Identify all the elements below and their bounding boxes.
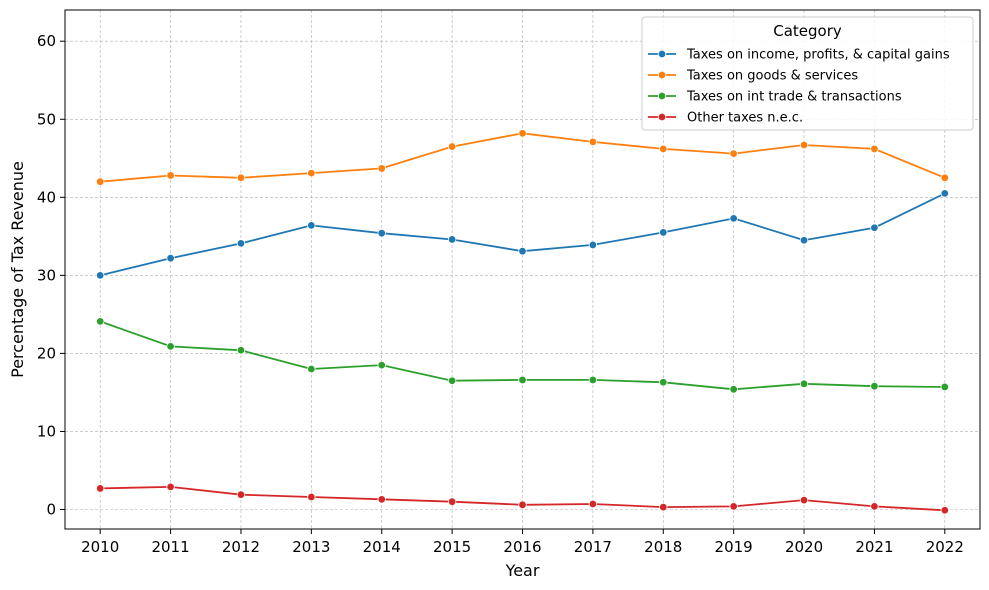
x-tick-label: 2017 <box>574 538 612 556</box>
y-tick-label: 0 <box>46 500 56 518</box>
y-tick-label: 30 <box>37 266 56 284</box>
data-point-taxes-on-goods-services <box>447 142 457 151</box>
y-tick-label: 50 <box>37 110 56 128</box>
data-point-taxes-on-int-trade-transactions <box>870 381 879 391</box>
legend-swatch-marker <box>657 91 667 101</box>
data-point-taxes-on-income-profits-capital-gains <box>166 253 175 263</box>
x-tick-label: 2016 <box>503 538 541 556</box>
legend-label: Other taxes n.e.c. <box>687 111 803 126</box>
data-point-taxes-on-int-trade-transactions <box>307 364 316 374</box>
data-point-taxes-on-int-trade-transactions <box>799 379 809 389</box>
data-point-other-taxes-n-e-c <box>940 506 950 515</box>
data-point-other-taxes-n-e-c <box>447 497 457 506</box>
legend: Category Taxes on income, profits, & cap… <box>641 16 974 131</box>
data-point-taxes-on-income-profits-capital-gains <box>95 271 105 280</box>
x-tick-label: 2012 <box>222 538 260 556</box>
y-tick-label: 40 <box>37 188 56 206</box>
data-point-other-taxes-n-e-c <box>236 490 246 499</box>
data-point-taxes-on-goods-services <box>940 173 950 182</box>
x-tick-label: 2022 <box>926 538 964 556</box>
data-point-taxes-on-int-trade-transactions <box>588 375 598 385</box>
data-point-other-taxes-n-e-c <box>166 482 175 492</box>
y-tick-label: 20 <box>37 344 56 362</box>
data-point-taxes-on-income-profits-capital-gains <box>799 236 809 245</box>
data-point-other-taxes-n-e-c <box>870 502 879 511</box>
data-point-taxes-on-income-profits-capital-gains <box>729 214 738 223</box>
data-point-taxes-on-int-trade-transactions <box>236 346 246 355</box>
data-point-other-taxes-n-e-c <box>518 500 527 510</box>
data-point-taxes-on-income-profits-capital-gains <box>518 246 527 256</box>
data-point-taxes-on-goods-services <box>307 168 316 178</box>
legend-swatch-marker <box>657 112 667 122</box>
x-tick-label: 2021 <box>855 538 893 556</box>
data-point-taxes-on-goods-services <box>95 177 105 186</box>
data-point-taxes-on-int-trade-transactions <box>377 360 386 370</box>
series-layer <box>95 129 950 515</box>
y-tick-label: 10 <box>37 422 56 440</box>
x-tick-label: 2018 <box>644 538 682 556</box>
x-tick-label: 2019 <box>715 538 753 556</box>
data-point-taxes-on-goods-services <box>166 171 175 180</box>
legend-item: Taxes on goods & services <box>648 69 858 84</box>
y-tick-layer: 0 10 20 30 40 50 60 <box>37 32 65 518</box>
x-tick-label: 2013 <box>292 538 330 556</box>
legend-box <box>641 16 974 131</box>
data-point-other-taxes-n-e-c <box>377 495 386 504</box>
data-point-taxes-on-goods-services <box>659 144 668 154</box>
data-point-other-taxes-n-e-c <box>659 502 668 512</box>
data-point-taxes-on-income-profits-capital-gains <box>236 239 246 248</box>
legend-item: Taxes on income, profits, & capital gain… <box>648 48 950 63</box>
data-point-taxes-on-goods-services <box>799 140 809 150</box>
data-point-other-taxes-n-e-c <box>729 502 738 511</box>
legend-label: Taxes on income, profits, & capital gain… <box>686 48 950 63</box>
legend-items: Taxes on income, profits, & capital gain… <box>648 48 950 126</box>
data-point-other-taxes-n-e-c <box>307 492 316 502</box>
x-axis-label: Year <box>505 561 540 580</box>
data-point-taxes-on-goods-services <box>870 144 879 154</box>
legend-label: Taxes on int trade & transactions <box>686 90 902 105</box>
data-point-taxes-on-int-trade-transactions <box>729 385 738 394</box>
x-tick-label: 2010 <box>81 538 119 556</box>
data-point-taxes-on-int-trade-transactions <box>447 376 457 385</box>
data-point-taxes-on-income-profits-capital-gains <box>447 235 457 244</box>
data-point-taxes-on-int-trade-transactions <box>659 378 668 387</box>
x-tick-label: 2011 <box>151 538 189 556</box>
legend-item: Other taxes n.e.c. <box>648 111 803 126</box>
data-point-other-taxes-n-e-c <box>588 499 598 509</box>
data-point-taxes-on-income-profits-capital-gains <box>940 189 950 198</box>
data-point-other-taxes-n-e-c <box>95 484 105 493</box>
y-axis-label: Percentage of Tax Revenue <box>8 161 27 378</box>
data-point-other-taxes-n-e-c <box>799 495 809 505</box>
legend-item: Taxes on int trade & transactions <box>648 90 902 105</box>
data-point-taxes-on-goods-services <box>236 173 246 182</box>
legend-title: Category <box>773 22 842 40</box>
x-tick-label: 2020 <box>785 538 823 556</box>
data-point-taxes-on-goods-services <box>377 164 386 173</box>
data-point-taxes-on-int-trade-transactions <box>518 375 527 385</box>
data-point-taxes-on-goods-services <box>518 129 527 138</box>
data-point-taxes-on-int-trade-transactions <box>940 382 950 392</box>
data-point-taxes-on-income-profits-capital-gains <box>870 223 879 232</box>
legend-swatch-marker <box>657 49 667 59</box>
data-point-taxes-on-income-profits-capital-gains <box>307 221 316 230</box>
data-point-taxes-on-income-profits-capital-gains <box>588 240 598 250</box>
data-point-taxes-on-int-trade-transactions <box>95 317 105 326</box>
x-tick-label: 2015 <box>433 538 471 556</box>
data-point-taxes-on-goods-services <box>588 137 598 147</box>
x-tick-label: 2014 <box>363 538 401 556</box>
y-tick-label: 60 <box>37 32 56 50</box>
x-tick-layer: 2010 2011 2012 2013 2014 2015 2016 2017 2018 2019… <box>81 529 964 556</box>
data-point-taxes-on-int-trade-transactions <box>166 342 175 351</box>
legend-label: Taxes on goods & services <box>686 69 858 84</box>
legend-swatch-marker <box>657 70 667 80</box>
data-point-taxes-on-goods-services <box>729 149 738 158</box>
data-point-taxes-on-income-profits-capital-gains <box>659 228 668 237</box>
data-point-taxes-on-income-profits-capital-gains <box>377 229 386 238</box>
